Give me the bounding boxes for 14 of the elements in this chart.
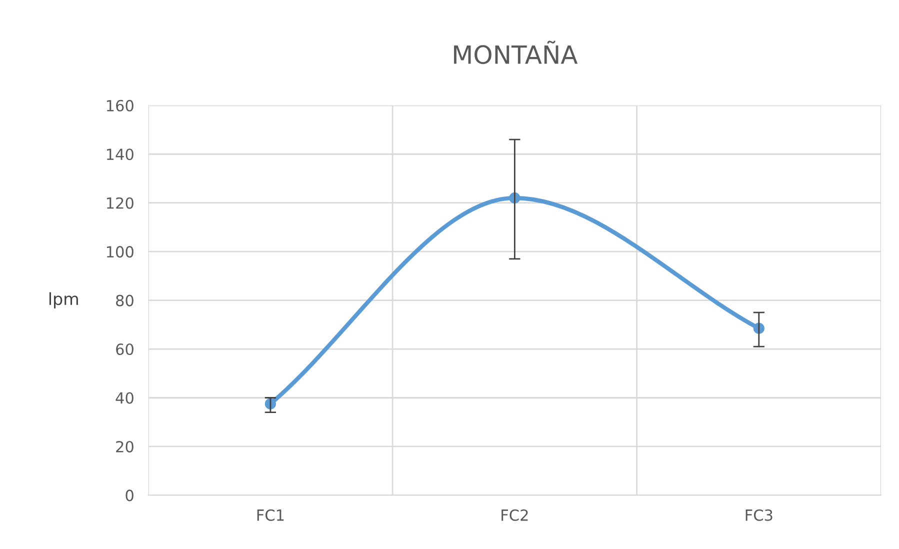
x-tick-label: FC3 bbox=[746, 509, 772, 521]
y-tick-label: 100 bbox=[106, 246, 134, 258]
chart-title: MONTAÑA bbox=[454, 40, 578, 64]
y-tick-label: 20 bbox=[116, 440, 134, 452]
x-tick-label: FC1 bbox=[257, 509, 284, 521]
y-tick-label: 60 bbox=[116, 343, 134, 356]
y-tick-label: 80 bbox=[116, 294, 134, 306]
y-tick-label: 140 bbox=[106, 148, 134, 160]
y-tick-label: 120 bbox=[106, 197, 134, 209]
y-axis-title: lpm bbox=[49, 292, 78, 308]
y-tick-label: 160 bbox=[106, 100, 134, 112]
y-tick-label: 40 bbox=[116, 392, 134, 404]
x-tick-label: FC2 bbox=[502, 509, 528, 521]
y-tick-label: 0 bbox=[126, 490, 134, 502]
